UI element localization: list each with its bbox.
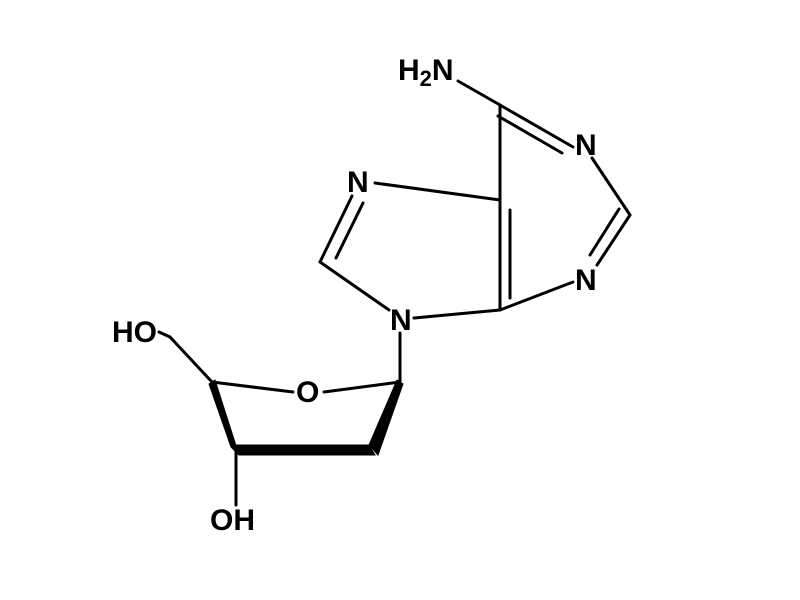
bond-c2-n3-a (597, 215, 630, 265)
label-o-ring: O (296, 376, 319, 409)
bond-c8-n9 (320, 262, 389, 310)
bond-n9-c4 (414, 310, 500, 318)
bond-nh2-c6 (458, 81, 500, 105)
atom-labels: H2N N N N N O OH HO (112, 54, 597, 537)
bond-c5p-o5p (159, 332, 170, 337)
label-n1: N (575, 129, 597, 162)
label-nh2: H2N (398, 54, 454, 91)
bond-o4p-c4p (212, 382, 293, 392)
wedge-c3p-c4p (209, 380, 239, 455)
label-n3: N (575, 264, 597, 297)
bond-c5-n7 (375, 183, 500, 200)
bond-n7-c8-b (336, 203, 363, 258)
bond-c2-n3-b (590, 209, 619, 255)
bond-n7-c8-a (320, 196, 352, 262)
label-n9: N (390, 304, 412, 337)
bond-c4p-c5p (170, 337, 212, 382)
bond-c1p-o4p (324, 382, 400, 392)
label-n7: N (347, 166, 369, 199)
label-oh3: OH (210, 504, 255, 537)
molecule-canvas: H2N N N N N O OH HO (0, 0, 800, 600)
wedge-c2p-c1p (369, 380, 403, 455)
bond-n1-c2 (592, 158, 630, 215)
bond-c3p-c2p-bold (233, 445, 375, 455)
bond-c6-n1-a (500, 105, 573, 147)
label-oh5: HO (112, 316, 157, 349)
